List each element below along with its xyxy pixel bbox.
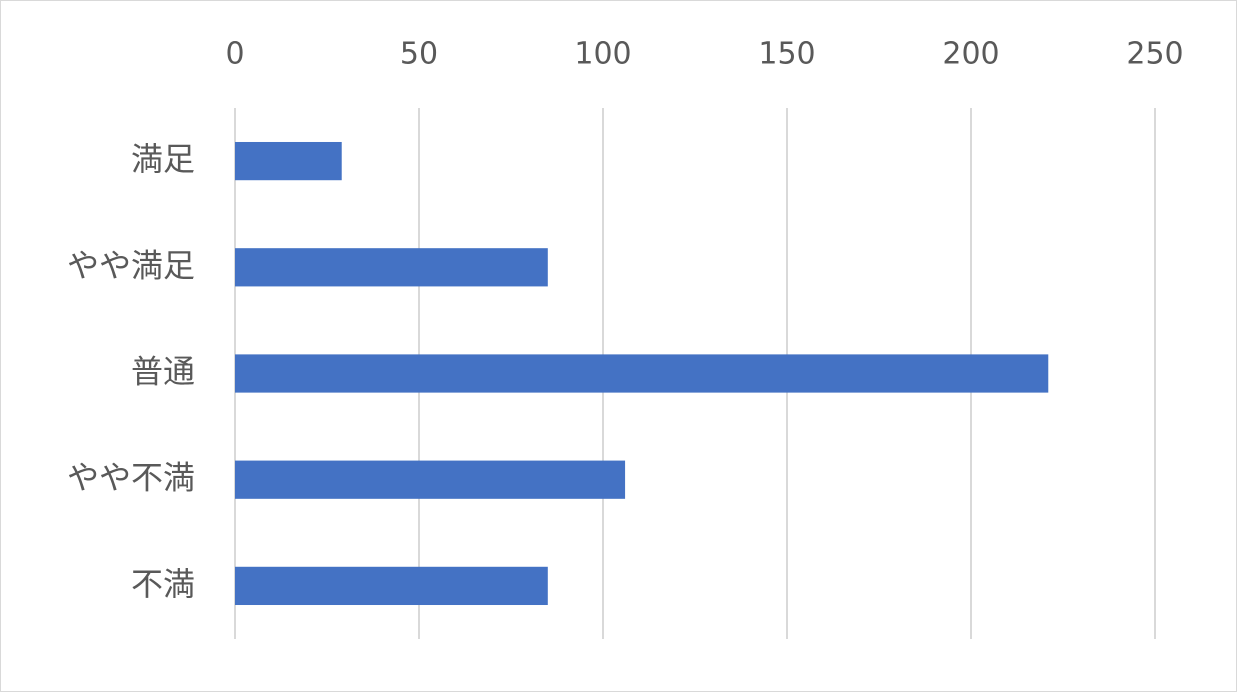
- x-tick-label: 50: [400, 37, 438, 72]
- bar: [235, 141, 342, 181]
- x-tick-label: 250: [1126, 37, 1183, 72]
- y-tick-label: やや不満: [67, 459, 195, 497]
- x-tick-label: 150: [758, 37, 815, 72]
- x-tick-label: 0: [225, 37, 244, 72]
- x-tick-label: 200: [942, 37, 999, 72]
- y-tick-label: やや満足: [67, 246, 195, 284]
- y-tick-label: 不満: [131, 565, 195, 603]
- bar: [235, 248, 548, 287]
- bar: [235, 460, 626, 499]
- y-tick-label: 普通: [131, 353, 195, 391]
- bar: [235, 354, 1049, 393]
- x-tick-label: 100: [574, 37, 631, 72]
- bar: [235, 566, 548, 606]
- y-tick-label: 満足: [131, 140, 195, 178]
